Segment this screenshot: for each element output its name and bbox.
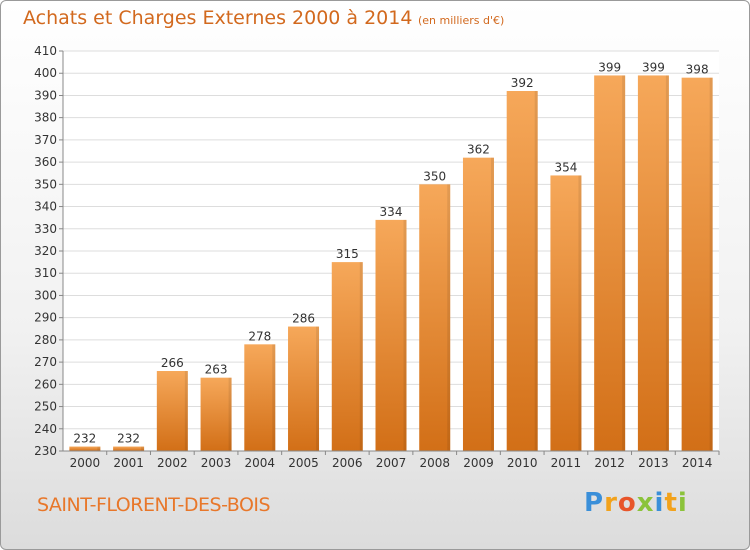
bar (419, 184, 451, 452)
bar-value-label: 232 (73, 432, 96, 446)
bar (113, 446, 145, 451)
y-tick-label: 270 (34, 355, 57, 369)
bar-value-label: 399 (642, 60, 665, 74)
bar-value-label: 266 (161, 356, 184, 370)
y-tick-label: 370 (34, 133, 57, 147)
y-tick-label: 250 (34, 400, 57, 414)
logo-letter: r (604, 488, 618, 518)
bar (331, 262, 363, 451)
logo-letter: t (664, 488, 678, 518)
bar-value-label: 315 (336, 247, 359, 261)
y-tick-label: 340 (34, 200, 57, 214)
bar (69, 446, 101, 451)
bar-shade (184, 371, 188, 451)
commune-name: SAINT-FLORENT-DES-BOIS (37, 494, 271, 516)
bar-shade (359, 262, 363, 451)
bar-value-label: 350 (423, 169, 446, 183)
bar (375, 219, 407, 451)
y-tick-label: 380 (34, 111, 57, 125)
bar (288, 326, 320, 451)
y-tick-label: 400 (34, 66, 57, 80)
x-tick-label: 2006 (332, 456, 363, 470)
x-tick-label: 2009 (463, 456, 494, 470)
bar-shade (490, 157, 494, 451)
y-tick-label: 390 (34, 88, 57, 102)
bar-value-label: 278 (248, 329, 271, 343)
logo-letter: i (677, 488, 688, 518)
bar-shade (578, 175, 582, 451)
bar (594, 75, 626, 451)
y-tick-label: 230 (34, 444, 57, 458)
bar-shade (709, 77, 713, 452)
chart-subtitle: (en milliers d'€) (418, 14, 505, 27)
y-tick-label: 290 (34, 311, 57, 325)
bar (506, 91, 538, 451)
bar-value-label: 286 (292, 312, 315, 326)
logo-letter: P (584, 488, 605, 518)
bar-shade (403, 219, 407, 451)
bar (637, 75, 669, 451)
bar-shade (447, 184, 451, 452)
x-tick-label: 2011 (551, 456, 582, 470)
proxiti-logo: Proxiti (584, 488, 688, 518)
y-tick-label: 280 (34, 333, 57, 347)
x-tick-label: 2010 (507, 456, 538, 470)
y-tick-label: 260 (34, 377, 57, 391)
bar (244, 344, 276, 451)
bar-value-label: 392 (511, 76, 534, 90)
x-tick-label: 2007 (376, 456, 407, 470)
y-tick-label: 330 (34, 222, 57, 236)
bar-shade (316, 326, 320, 451)
x-tick-label: 2002 (157, 456, 188, 470)
bar-value-label: 399 (598, 60, 621, 74)
bar (200, 377, 232, 451)
bar-shade (141, 446, 145, 451)
y-tick-label: 360 (34, 155, 57, 169)
bar-value-label: 398 (686, 63, 709, 77)
bar-shade (665, 75, 669, 451)
y-tick-label: 310 (34, 266, 57, 280)
x-tick-label: 2000 (70, 456, 101, 470)
x-tick-label: 2008 (419, 456, 450, 470)
y-tick-label: 410 (34, 44, 57, 58)
y-tick-label: 320 (34, 244, 57, 258)
bar-shade (534, 91, 538, 451)
y-tick-label: 300 (34, 288, 57, 302)
bar (462, 157, 494, 451)
bar (156, 371, 188, 451)
y-tick-label: 240 (34, 422, 57, 436)
x-tick-label: 2013 (638, 456, 669, 470)
chart-title: Achats et Charges Externes 2000 à 2014 (23, 7, 413, 29)
bar-shade (228, 377, 232, 451)
bar-shade (622, 75, 626, 451)
y-tick-label: 350 (34, 177, 57, 191)
bar (550, 175, 582, 451)
bar-shade (97, 446, 101, 451)
x-tick-label: 2001 (113, 456, 144, 470)
bar-value-label: 354 (554, 160, 577, 174)
logo-letter: i (654, 488, 665, 518)
x-tick-label: 2005 (288, 456, 319, 470)
x-tick-label: 2012 (594, 456, 625, 470)
bar (681, 77, 713, 452)
logo-letter: x (636, 488, 655, 518)
logo-letter: o (617, 488, 637, 518)
bar-value-label: 362 (467, 143, 490, 157)
x-tick-label: 2003 (201, 456, 232, 470)
x-tick-label: 2014 (682, 456, 713, 470)
bar-shade (272, 344, 276, 451)
bar-value-label: 232 (117, 432, 140, 446)
bar-value-label: 263 (205, 363, 228, 377)
bar-value-label: 334 (380, 205, 403, 219)
x-tick-label: 2004 (245, 456, 276, 470)
